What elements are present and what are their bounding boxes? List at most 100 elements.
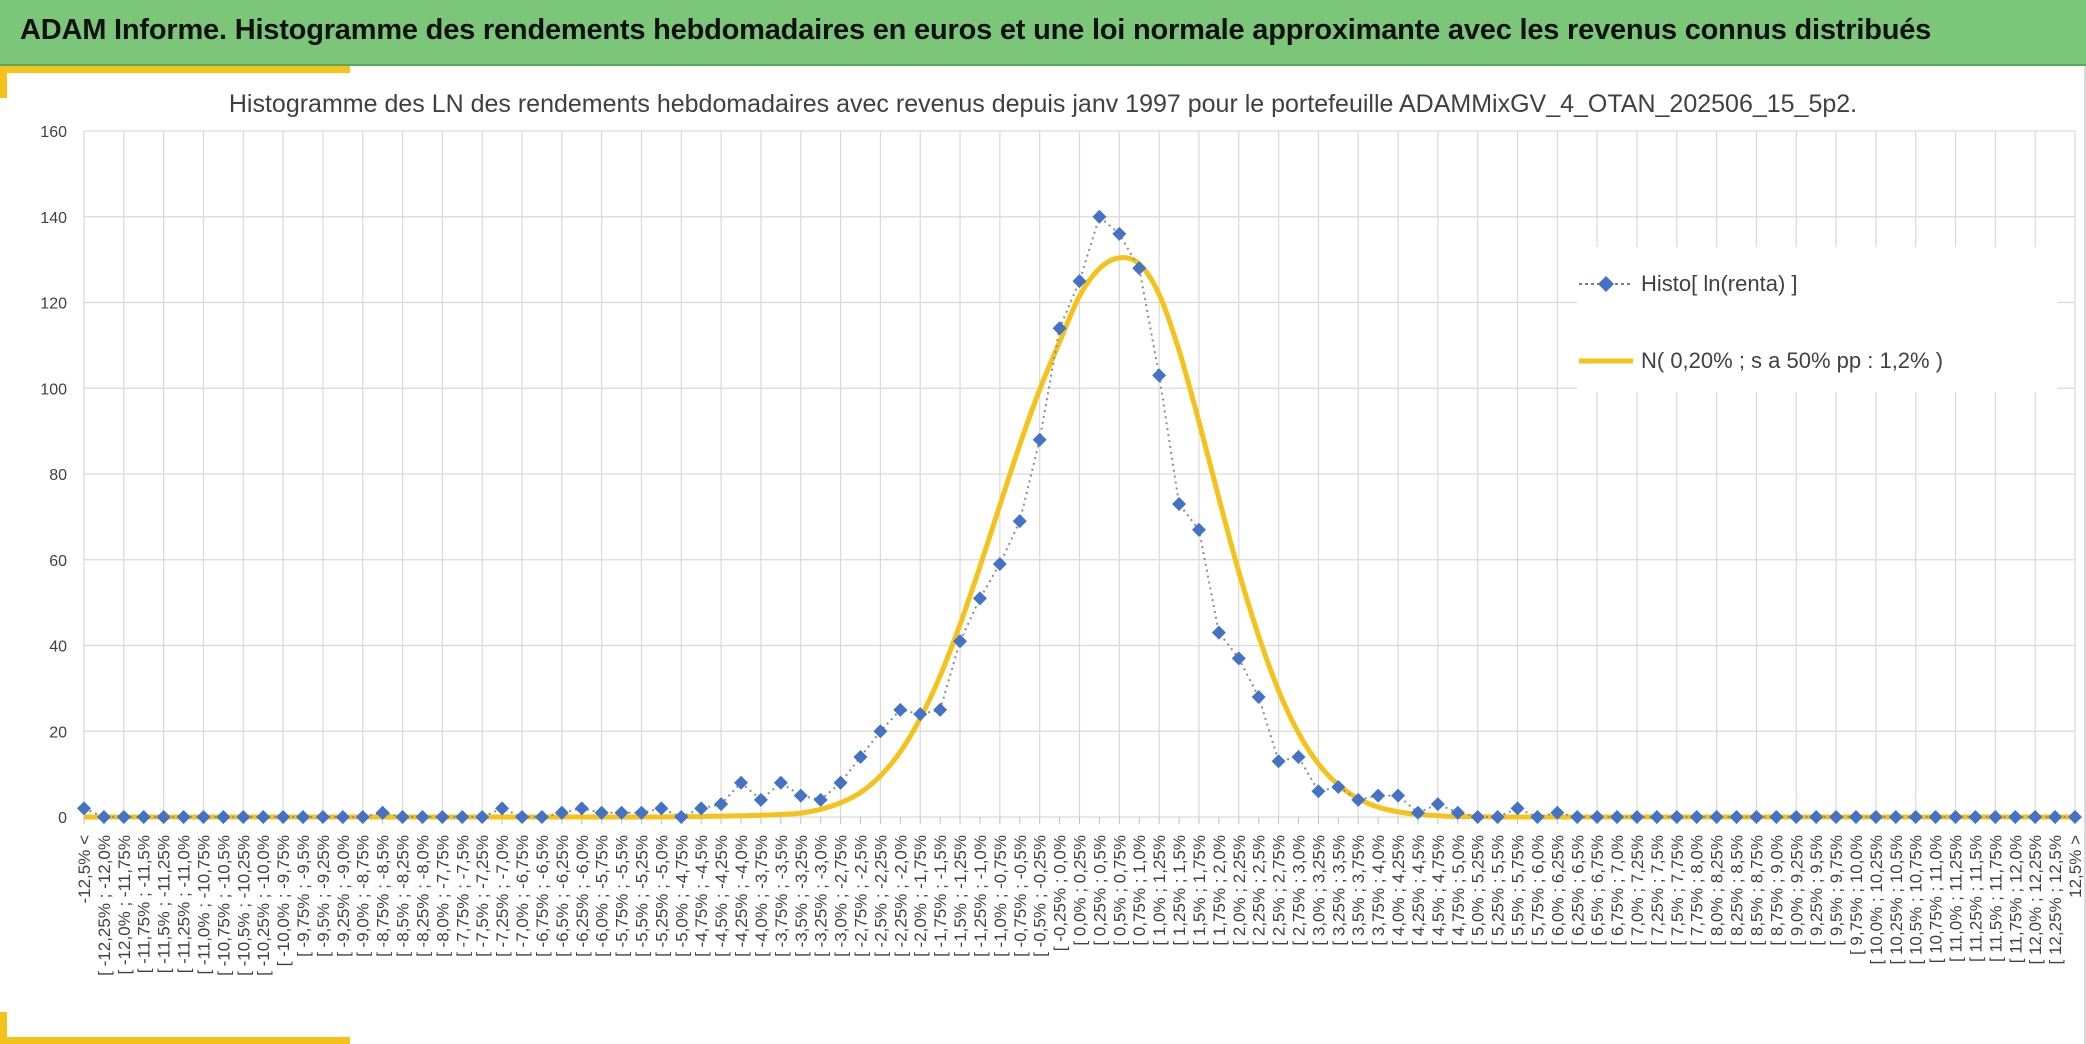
x-tick-label: [ -8,0% ; -7,75% [433, 835, 452, 957]
x-tick-label: [ -0,5% ; -0,25% [1031, 835, 1050, 957]
histo-point [1012, 514, 1027, 529]
y-tick-label: 60 [49, 553, 67, 570]
histo-point [1550, 805, 1565, 820]
histo-point [992, 557, 1007, 572]
report-title: ADAM Informe. Histogramme des rendements… [20, 14, 1932, 46]
x-tick-label: [ -7,0% ; -6,75% [513, 835, 532, 957]
x-tick-label: -12,5% < [75, 835, 94, 904]
histo-point [1251, 689, 1266, 704]
x-tick-label: [ 11,25% ; 11,5% [1966, 835, 1985, 962]
x-tick-label: [ -9,5% ; -9,25% [314, 835, 333, 957]
x-tick-label: [ -12,0% ; -11,75% [115, 835, 134, 975]
x-tick-label: [ 7,75% ; 8,0% [1688, 835, 1707, 946]
x-tick-label: [ 4,75% ; 5,0% [1449, 835, 1468, 946]
y-tick-label: 0 [58, 810, 67, 827]
histo-point [614, 805, 629, 820]
x-tick-label: [ 6,25% ; 6,5% [1568, 835, 1587, 946]
histo-point [1868, 810, 1883, 824]
legend-item-normal: N( 0,20% ; s a 50% pp : 1,2% ) [1577, 346, 1943, 376]
x-tick-label: [ 3,5% ; 3,75% [1349, 835, 1368, 946]
x-tick-label: [ -2,0% ; -1,75% [911, 835, 930, 957]
histo-point [1430, 797, 1445, 812]
histo-point [594, 805, 609, 820]
histo-point [1410, 805, 1425, 820]
x-tick-label: [ 5,25% ; 5,5% [1489, 835, 1508, 946]
x-tick-label: [ 10,5% ; 10,75% [1907, 835, 1926, 964]
x-tick-label: [ -8,75% ; -8,5% [374, 835, 393, 957]
histo-point [913, 707, 928, 722]
x-tick-label: [ -2,75% ; -2,5% [851, 835, 870, 957]
histo-point [833, 775, 848, 790]
histo-point [873, 724, 888, 739]
histo-point [753, 792, 768, 807]
histo-point [1032, 432, 1047, 447]
x-tick-label: [ -8,25% ; -8,0% [413, 835, 432, 957]
histo-point [1848, 810, 1863, 824]
x-tick-label: [ 3,25% ; 3,5% [1329, 835, 1348, 946]
x-tick-label: [ 7,25% ; 7,5% [1648, 835, 1667, 946]
x-tick-label: [ -10,0% ; -9,75% [274, 835, 293, 966]
x-tick-label: [ 3,75% ; 4,0% [1369, 835, 1388, 946]
x-tick-label: [ 1,0% ; 1,25% [1150, 835, 1169, 946]
histo-point [1888, 810, 1903, 824]
x-tick-label: [ 9,5% ; 9,75% [1827, 835, 1846, 946]
x-tick-label: [ 0,75% ; 1,0% [1130, 835, 1149, 946]
x-tick-label: [ -3,25% ; -3,0% [812, 835, 831, 957]
x-tick-label: [ 9,75% ; 10,0% [1847, 835, 1866, 955]
histo-point [793, 788, 808, 803]
x-tick-label: [ 7,5% ; 7,75% [1668, 835, 1687, 946]
histo-point [276, 810, 291, 824]
x-tick-label: [ -4,25% ; -4,0% [732, 835, 751, 957]
x-tick-label: [ -5,25% ; -5,0% [652, 835, 671, 957]
x-tick-label: [ -10,5% ; -10,25% [234, 835, 253, 976]
histo-point [395, 810, 410, 824]
y-tick-label: 120 [40, 296, 67, 313]
x-tick-label: [ -0,25% ; 0,0% [1051, 835, 1070, 951]
y-tick-label: 140 [40, 210, 67, 227]
x-tick-label: [ -10,75% ; -10,5% [214, 835, 233, 976]
x-tick-label: [ -2,25% ; -2,0% [891, 835, 910, 957]
histo-point [256, 810, 271, 824]
histo-point [176, 810, 191, 824]
histo-point [77, 801, 91, 816]
x-tick-label: [ 11,75% ; 12,0% [2006, 835, 2025, 963]
histo-point [1092, 209, 1107, 224]
frame-edge [2084, 66, 2086, 1044]
x-tick-label: [ -3,5% ; -3,25% [792, 835, 811, 957]
x-tick-label: [ 8,5% ; 8,75% [1747, 835, 1766, 946]
x-tick-label: [ -6,25% ; -6,0% [573, 835, 592, 957]
x-tick-label: [ 5,75% ; 6,0% [1528, 835, 1547, 946]
histo-point [116, 810, 131, 824]
x-tick-label: [ 8,75% ; 9,0% [1767, 835, 1786, 946]
histo-point [415, 810, 430, 824]
histo-point [1450, 805, 1465, 820]
x-tick-label: [ 2,5% ; 2,75% [1270, 835, 1289, 946]
histo-point [1132, 261, 1147, 276]
x-tick-label: [ -7,5% ; -7,25% [473, 835, 492, 957]
histo-point [674, 810, 689, 824]
x-tick-label: [ 0,5% ; 0,75% [1110, 835, 1129, 946]
x-tick-label: [ 6,5% ; 6,75% [1588, 835, 1607, 946]
histo-point [1769, 810, 1784, 824]
histo-point [2028, 810, 2043, 824]
histo-point [2048, 810, 2063, 824]
histo-point [1968, 810, 1983, 824]
x-tick-label: [ 1,5% ; 1,75% [1190, 835, 1209, 946]
histo-point [455, 810, 470, 824]
histo-point [495, 801, 510, 816]
histo-point [2008, 810, 2023, 824]
histo-point [714, 797, 729, 812]
x-tick-label: [ -9,0% ; -8,75% [354, 835, 373, 957]
x-tick-label: [ -1,5% ; -1,25% [951, 835, 970, 957]
histo-point [1649, 810, 1664, 824]
x-tick-label: [ 1,75% ; 2,0% [1210, 835, 1229, 946]
x-tick-label: [ 10,25% ; 10,5% [1887, 835, 1906, 964]
x-tick-label: [ -11,0% ; -10,75% [194, 835, 213, 975]
x-tick-label: [ -5,75% ; -5,5% [613, 835, 632, 957]
x-tick-label: [ 6,0% ; 6,25% [1548, 835, 1567, 946]
x-tick-label: [ 4,0% ; 4,25% [1389, 835, 1408, 946]
grid-layer [83, 130, 2076, 818]
legend-label-normal: N( 0,20% ; s a 50% pp : 1,2% ) [1641, 348, 1944, 373]
x-tick-label: [ 6,75% ; 7,0% [1608, 835, 1627, 946]
x-tick-label: [ -1,25% ; -1,0% [971, 835, 990, 957]
